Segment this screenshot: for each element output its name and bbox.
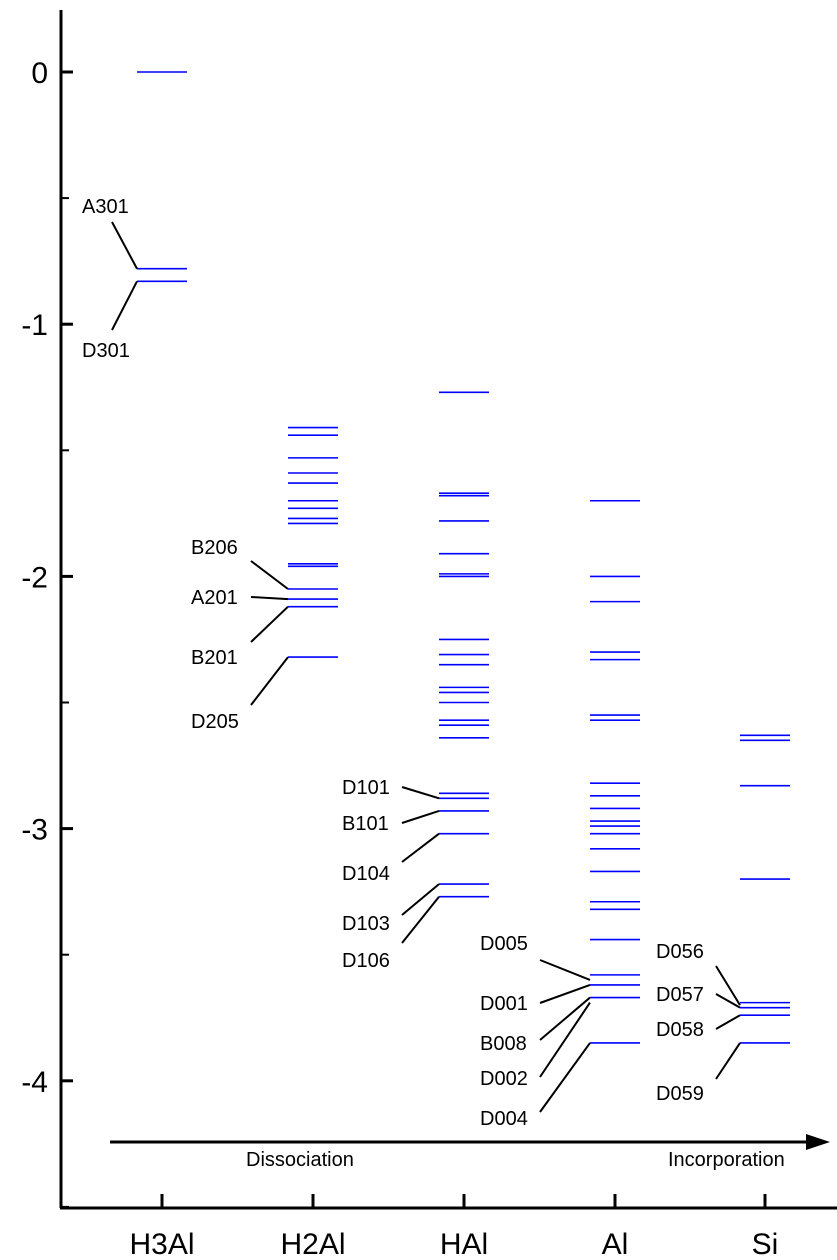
x-category-label: Si <box>752 1228 779 1260</box>
level-annotations: A301 D301 B206 A201 B201 D205 D101 B101 D104 D103… <box>82 196 741 1130</box>
arrow-right-label: Incorporation <box>668 1149 785 1171</box>
annotation-label: D059 <box>656 1083 704 1105</box>
annotation-label: D205 <box>191 711 239 733</box>
x-ticks: H3Al H2Al HAl Al Si <box>129 1194 778 1260</box>
annotation-leader <box>111 280 138 331</box>
arrow-left-label: Dissociation <box>246 1149 354 1171</box>
annotation-label: B101 <box>342 813 389 835</box>
annotation-label: D101 <box>342 777 390 799</box>
annotation-leader <box>250 596 289 601</box>
annotation-leader <box>401 832 440 863</box>
annotation-leader <box>715 993 741 1009</box>
annotation-label: B201 <box>191 647 238 669</box>
annotation-leader <box>111 221 138 270</box>
process-arrow: Dissociation Incorporation <box>110 1134 830 1171</box>
axes <box>59 10 837 1210</box>
x-category-label: Al <box>602 1228 629 1260</box>
annotation-leader <box>715 965 741 1006</box>
annotation-leader <box>539 1002 591 1078</box>
annotation-label: D057 <box>656 984 704 1006</box>
annotation-leader <box>401 786 440 800</box>
annotation-label: D106 <box>342 950 390 972</box>
y-tick-label: -3 <box>21 814 48 847</box>
y-ticks: 0 -1 -2 -3 -4 <box>21 57 73 1208</box>
y-tick-label: -4 <box>21 1066 48 1099</box>
annotation-label: D103 <box>342 913 390 935</box>
annotation-label: D058 <box>656 1019 704 1041</box>
annotation-label: D104 <box>342 863 390 885</box>
annotation-label: D004 <box>480 1108 528 1130</box>
annotation-label: D002 <box>480 1068 528 1090</box>
annotation-label: D005 <box>480 933 528 955</box>
annotation-leader <box>250 656 289 706</box>
y-tick-label: 0 <box>31 57 48 90</box>
annotation-leader <box>539 996 591 1041</box>
annotation-leader <box>401 883 440 916</box>
y-tick-label: -1 <box>21 309 48 342</box>
x-category-label: H2Al <box>280 1228 345 1260</box>
annotation-leader <box>250 560 289 590</box>
energy-levels <box>137 71 790 1044</box>
annotation-leader <box>401 809 440 824</box>
annotation-label: D001 <box>480 993 528 1015</box>
annotation-leader <box>539 1042 591 1113</box>
annotation-label: B206 <box>191 537 238 559</box>
annotation-leader <box>401 896 440 944</box>
x-category-label: H3Al <box>129 1228 194 1260</box>
annotation-label: A201 <box>191 587 238 609</box>
y-tick-label: -2 <box>21 561 48 594</box>
annotation-leader <box>539 984 591 1004</box>
annotation-leader <box>539 959 591 981</box>
annotation-leader <box>715 1014 741 1030</box>
annotation-leader <box>250 605 289 643</box>
annotation-label: B008 <box>480 1033 527 1055</box>
annotation-label: D056 <box>656 941 704 963</box>
x-category-label: HAl <box>440 1228 488 1260</box>
annotation-label: A301 <box>82 196 129 218</box>
annotation-label: D301 <box>82 340 130 362</box>
arrow-head <box>806 1134 830 1150</box>
annotation-leader <box>715 1042 741 1080</box>
